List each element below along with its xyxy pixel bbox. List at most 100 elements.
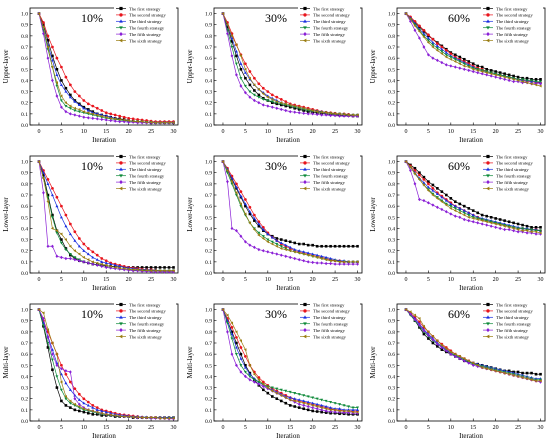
- data-point-s3: [86, 108, 90, 112]
- data-point-s3: [243, 71, 247, 74]
- data-point-s4: [266, 385, 270, 389]
- data-point-s5: [42, 31, 45, 36]
- plot-frame: [29, 303, 179, 422]
- data-point-s6: [471, 361, 475, 365]
- data-point-s2: [239, 346, 243, 349]
- data-point-s6: [91, 409, 94, 413]
- data-point-s1: [302, 242, 305, 246]
- data-point-s6: [417, 177, 421, 181]
- data-point-s5: [409, 19, 412, 24]
- y-axis-label: Lower-layer: [186, 197, 194, 232]
- data-point-s6: [507, 372, 511, 376]
- data-point-s4: [315, 397, 319, 401]
- data-point-s6: [435, 339, 439, 343]
- data-point-s6: [109, 116, 112, 120]
- data-point-s6: [41, 176, 45, 180]
- data-point-s6: [467, 65, 470, 69]
- x-tick-label: 30: [538, 277, 544, 283]
- data-point-s6: [422, 35, 426, 39]
- data-point-s6: [480, 219, 484, 223]
- y-tick-label: 0.8: [388, 182, 395, 188]
- data-point-s6: [342, 112, 346, 116]
- data-point-s6: [284, 102, 287, 106]
- data-point-s6: [413, 172, 417, 176]
- data-point-s1: [458, 55, 462, 59]
- data-point-s2: [122, 115, 126, 119]
- data-point-s5: [239, 234, 243, 238]
- data-point-s6: [494, 73, 497, 77]
- data-point-s1: [235, 54, 238, 58]
- data-point-s6: [239, 202, 243, 206]
- data-point-s6: [525, 229, 529, 233]
- legend-label: The sixth strategy: [496, 334, 530, 339]
- y-tick-label: 0.6: [205, 204, 212, 210]
- data-point-s3: [109, 262, 113, 266]
- data-point-s5: [46, 244, 50, 248]
- data-point-s6: [413, 24, 417, 28]
- data-point-s1: [431, 341, 435, 345]
- y-tick-label: 0.4: [21, 374, 28, 380]
- data-point-s5: [458, 356, 462, 361]
- data-point-s5: [131, 269, 135, 273]
- data-point-s1: [324, 244, 328, 248]
- data-point-s1: [266, 391, 270, 395]
- data-point-s3: [59, 83, 63, 86]
- data-point-s6: [494, 222, 497, 226]
- data-point-s6: [503, 371, 506, 375]
- data-point-s6: [230, 321, 234, 325]
- data-point-s3: [68, 388, 72, 391]
- data-point-s6: [77, 252, 81, 256]
- data-point-s5: [118, 267, 122, 271]
- legend-marker: [119, 6, 123, 11]
- data-point-s2: [252, 76, 256, 80]
- data-point-s5: [449, 64, 453, 68]
- x-axis-label: Iteration: [459, 432, 483, 440]
- data-point-s6: [239, 54, 243, 58]
- legend-label: The first strategy: [129, 154, 161, 159]
- legend-marker: [119, 315, 123, 319]
- data-point-s6: [73, 249, 76, 253]
- data-point-s2: [60, 65, 63, 69]
- data-point-s6: [498, 370, 502, 374]
- data-point-s4: [261, 98, 265, 101]
- data-point-s1: [154, 266, 157, 269]
- data-point-s3: [306, 251, 310, 255]
- data-point-s5: [257, 247, 261, 252]
- data-point-s5: [270, 105, 274, 109]
- data-point-s6: [127, 119, 130, 123]
- y-tick-label: 0.8: [205, 34, 212, 40]
- data-point-s5: [64, 109, 68, 114]
- data-point-s6: [311, 254, 314, 258]
- data-point-s6: [266, 386, 269, 390]
- data-point-s5: [86, 261, 90, 265]
- data-point-s6: [458, 211, 461, 215]
- data-point-s4: [467, 213, 471, 217]
- data-point-s5: [440, 345, 444, 350]
- data-point-s1: [69, 406, 72, 409]
- data-point-s3: [86, 252, 90, 256]
- data-point-s4: [444, 202, 448, 206]
- data-point-s5: [512, 79, 516, 84]
- data-point-s1: [293, 241, 297, 245]
- data-point-s5: [77, 402, 81, 406]
- x-tick-label: 25: [515, 425, 521, 431]
- data-point-s3: [77, 103, 81, 107]
- data-point-s4: [503, 74, 507, 78]
- data-point-s6: [162, 121, 166, 125]
- data-point-s6: [59, 380, 63, 384]
- data-point-s1: [512, 221, 515, 225]
- data-point-s5: [329, 261, 333, 266]
- data-point-s6: [234, 43, 238, 47]
- data-point-s4: [50, 358, 54, 362]
- data-point-s6: [507, 76, 511, 80]
- data-point-s4: [248, 90, 252, 94]
- x-tick-label: 0: [404, 129, 407, 135]
- data-point-s4: [422, 34, 426, 38]
- legend-label: The fifth strategy: [496, 32, 529, 37]
- data-point-s5: [55, 254, 59, 258]
- data-point-s4: [270, 100, 274, 104]
- legend-marker: [119, 167, 123, 171]
- data-point-s4: [77, 110, 81, 114]
- data-point-s3: [82, 106, 86, 110]
- x-tick-label: 5: [244, 129, 247, 135]
